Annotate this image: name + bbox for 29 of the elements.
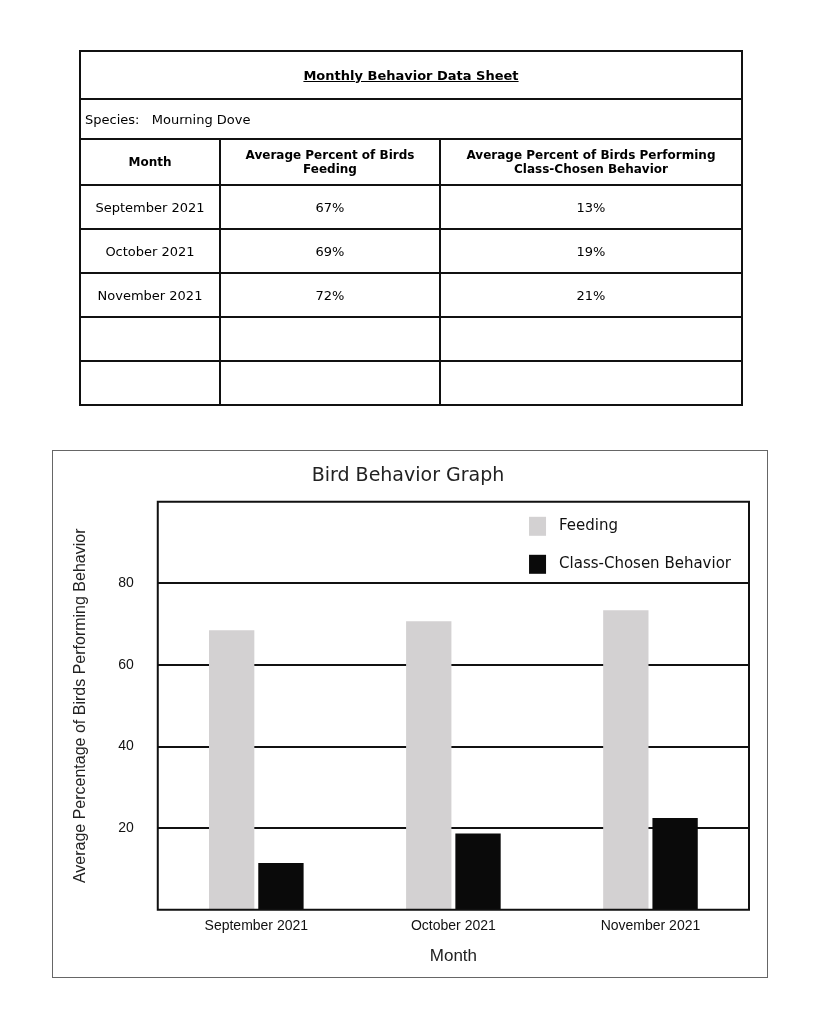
text: 13%	[440, 185, 742, 229]
y-tick-label: 20	[118, 819, 134, 836]
x-tick-label: September 2021	[204, 917, 309, 934]
y-tick-label: 60	[118, 655, 134, 672]
text: Monthly Behavior Data Sheet	[80, 51, 742, 99]
bar	[603, 610, 649, 910]
text: Species: Mourning Dove	[85, 111, 251, 127]
x-tick-label: November 2021	[600, 917, 701, 934]
bar	[406, 621, 452, 910]
text: 67%	[220, 185, 440, 229]
text: October 2021	[80, 229, 220, 273]
text: September 2021	[80, 185, 220, 229]
text: 19%	[440, 229, 742, 273]
bar	[209, 630, 255, 910]
text: 69%	[220, 229, 440, 273]
text: 72%	[220, 273, 440, 317]
text: Average Percent of Birds Feeding	[220, 139, 440, 185]
x-tick-label: October 2021	[410, 917, 497, 934]
legend-label: Class-Chosen Behavior	[559, 553, 732, 572]
legend-label: Feeding	[559, 515, 619, 534]
text: Average Percent of Birds Performing Class-Chosen Behavior	[440, 139, 742, 185]
text: 21%	[440, 273, 742, 317]
y-tick-label: 80	[118, 574, 134, 591]
chart-title: Bird Behavior Graph	[311, 463, 505, 486]
y-axis-title: Average Percentage of Birds Performing Behavior	[71, 527, 89, 884]
text: Month	[80, 139, 220, 185]
text: November 2021	[80, 273, 220, 317]
y-tick-label: 40	[118, 737, 134, 754]
x-axis-title: Month	[429, 946, 478, 966]
